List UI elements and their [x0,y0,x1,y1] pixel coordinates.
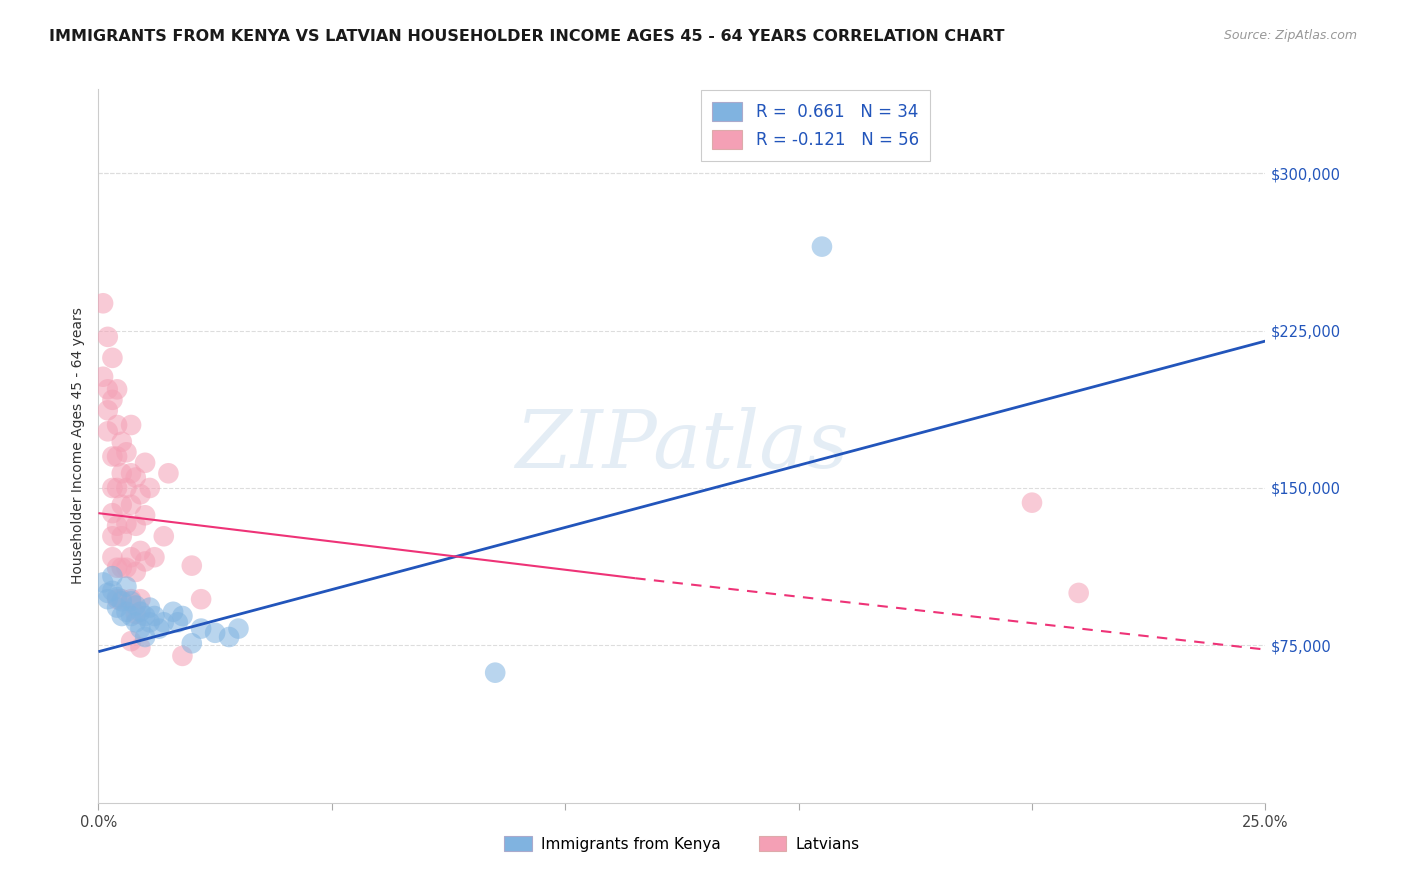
Point [105,382,128,396]
Point [180,636,202,650]
Point [101,583,124,598]
Point [91,575,114,590]
Point [228,622,250,636]
Point [105,417,128,432]
Point [190,622,212,636]
Point [91,296,114,310]
Point [101,351,124,365]
Point [129,487,152,501]
Point [101,529,124,543]
Point [111,592,134,607]
Point [125,599,148,613]
Point [105,481,128,495]
Point [143,609,166,624]
Point [101,392,124,407]
Point [97,425,120,439]
Point [129,592,152,607]
Point [811,239,834,253]
Point [111,594,134,608]
Point [101,550,124,565]
Point [111,498,134,512]
Point [134,630,156,644]
Point [105,600,128,615]
Point [143,550,166,565]
Point [129,605,152,619]
Point [115,605,138,619]
Point [172,609,194,624]
Point [111,529,134,543]
Point [120,467,142,481]
Point [105,560,128,574]
Point [111,609,134,624]
Point [139,615,162,630]
Point [115,560,138,574]
Point [120,498,142,512]
Point [101,569,124,583]
Point [129,622,152,636]
Text: IMMIGRANTS FROM KENYA VS LATVIAN HOUSEHOLDER INCOME AGES 45 - 64 YEARS CORRELATI: IMMIGRANTS FROM KENYA VS LATVIAN HOUSEHO… [49,29,1005,44]
Point [111,560,134,574]
Point [115,481,138,495]
Point [120,550,142,565]
Point [1067,586,1090,600]
Point [120,609,142,624]
Point [152,529,174,543]
Point [97,382,120,396]
Point [120,592,142,607]
Point [115,580,138,594]
Text: ZIPatlas: ZIPatlas [515,408,849,484]
Point [162,605,184,619]
Point [204,625,226,640]
Point [101,506,124,520]
Point [157,467,180,481]
Point [125,518,148,533]
Point [172,648,194,663]
Point [134,554,156,568]
Text: Source: ZipAtlas.com: Source: ZipAtlas.com [1223,29,1357,42]
Point [166,615,188,630]
Point [134,456,156,470]
Point [105,450,128,464]
Point [125,607,148,621]
Point [105,592,128,607]
Point [111,467,134,481]
Point [120,417,142,432]
Point [101,450,124,464]
Point [125,615,148,630]
Point [152,615,174,630]
Point [115,516,138,531]
Point [129,544,152,558]
Point [101,481,124,495]
Point [134,609,156,624]
Point [97,586,120,600]
Point [105,590,128,604]
Point [97,592,120,607]
Point [129,640,152,655]
Point [120,594,142,608]
Y-axis label: Householder Income Ages 45 - 64 years: Householder Income Ages 45 - 64 years [70,308,84,584]
Point [139,600,162,615]
Legend: Immigrants from Kenya, Latvians: Immigrants from Kenya, Latvians [496,828,868,859]
Point [91,369,114,384]
Point [180,558,202,573]
Point [97,330,120,344]
Point [148,622,170,636]
Point [134,508,156,523]
Point [125,565,148,579]
Point [105,518,128,533]
Point [97,403,120,417]
Point [484,665,506,680]
Point [218,630,240,644]
Point [190,592,212,607]
Point [1021,496,1043,510]
Point [115,445,138,459]
Point [139,481,162,495]
Point [111,434,134,449]
Point [120,634,142,648]
Point [125,470,148,484]
